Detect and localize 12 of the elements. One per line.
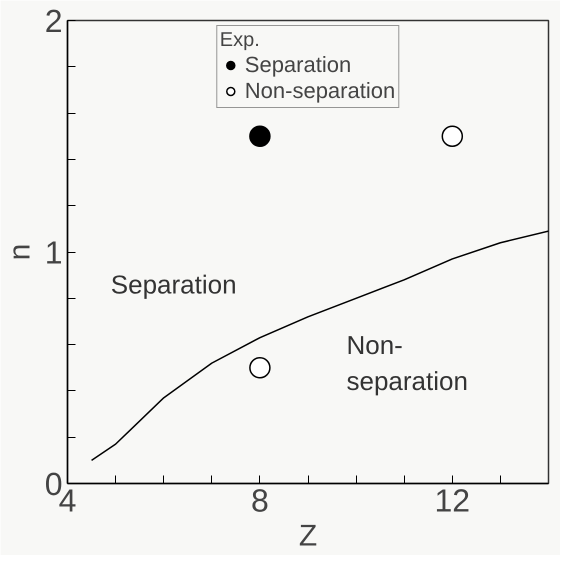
legend-title: Exp. [220, 29, 261, 52]
legend-label: Separation [244, 52, 352, 78]
legend-label: Non-separation [244, 78, 396, 104]
x-axis-title: Z [298, 520, 318, 552]
x-tick-label: 12 [434, 482, 470, 518]
annotation: Non- separation [346, 330, 468, 396]
line-series [90, 230, 548, 462]
x-tick-label: 8 [251, 482, 269, 518]
y-axis-title: n [4, 244, 37, 260]
y-tick-label: 1 [44, 234, 62, 270]
annotation: Separation [110, 269, 237, 300]
y-tick-label: 2 [44, 3, 62, 39]
